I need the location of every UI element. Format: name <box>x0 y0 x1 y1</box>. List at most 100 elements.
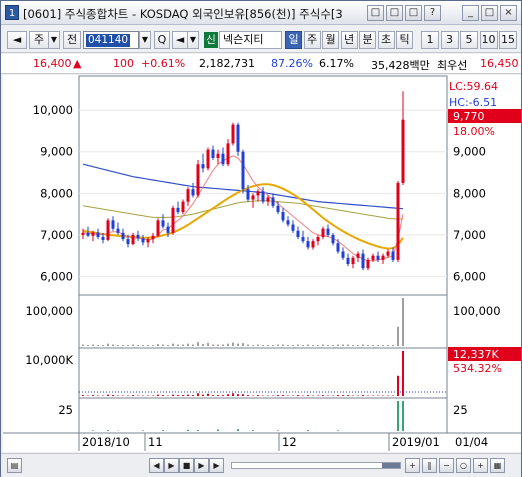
candle-body <box>376 255 380 260</box>
volume-bar <box>367 345 369 346</box>
volume-bar <box>142 345 144 346</box>
volume-bar <box>152 345 154 346</box>
amount-bar <box>307 395 309 396</box>
stock-name-field[interactable]: 넥슨지티 <box>219 31 282 49</box>
speaker-icon[interactable]: ◄ <box>172 31 188 49</box>
minimize-button[interactable]: _ <box>462 5 479 21</box>
foreign-bar <box>187 429 189 431</box>
candle-body <box>166 226 170 233</box>
period-tab-4[interactable]: 분 <box>359 31 376 49</box>
candle-body <box>146 239 150 243</box>
candle-body <box>331 234 335 244</box>
search-icon[interactable]: Q <box>154 31 170 49</box>
volume-bar <box>267 345 269 346</box>
stock-code-input[interactable]: 041140 <box>83 31 139 49</box>
volume-bar <box>392 345 394 346</box>
layout-icon[interactable]: □ <box>367 5 384 21</box>
scroll-end-button[interactable]: ▶ <box>209 458 224 473</box>
chart-scroll-track[interactable] <box>231 462 401 469</box>
period-tab-1[interactable]: 주 <box>303 31 321 49</box>
current-price-box <box>448 109 521 123</box>
window-number-badge: 1 <box>5 5 19 20</box>
stock-chart[interactable]: 10,000 9,000 8,000 7,000 6,000 9,000 8,000 7,00… <box>3 75 521 452</box>
candle-body <box>81 232 85 235</box>
volume-bar <box>222 344 224 346</box>
stop-button[interactable]: ■ <box>179 458 194 473</box>
period-tab-0[interactable]: 일 <box>285 31 302 49</box>
price-axis-label: 9,000 <box>40 145 73 159</box>
amount-bar <box>217 395 219 396</box>
volume-bar <box>397 326 399 346</box>
price-axis-label: 8,000 <box>40 186 73 200</box>
period-tab-5[interactable]: 초 <box>377 31 395 49</box>
volume-bar <box>227 343 229 346</box>
prev-stock-button[interactable]: ◄ <box>7 31 27 49</box>
volume-bar <box>377 345 379 346</box>
volume-bar <box>342 344 344 346</box>
candle-body <box>241 151 245 190</box>
trade-amount: 35,428백만 <box>371 59 430 72</box>
play-button[interactable]: ▶ <box>164 458 179 473</box>
interval-button-1[interactable]: 3 <box>440 31 459 49</box>
amount-bar <box>402 351 404 396</box>
foreign-bar <box>107 430 109 431</box>
volume-bar <box>312 345 314 346</box>
title-bar[interactable]: 1 [0601] 주식종합차트 - KOSDAQ 외국인보유[856(천)] 주… <box>1 1 521 25</box>
volume-bar <box>202 344 204 346</box>
menu-icon[interactable]: ▤ <box>7 458 22 473</box>
scroll-right-button[interactable]: ▶ <box>194 458 209 473</box>
scroll-left-button[interactable]: ◀ <box>149 458 164 473</box>
volume-bar <box>272 345 274 346</box>
best-ask-label: 최우선 <box>437 59 468 72</box>
candle-body <box>321 228 325 237</box>
copy-icon[interactable]: □ <box>386 5 403 21</box>
candle-body <box>251 195 255 200</box>
link-icon[interactable]: □ <box>405 5 422 21</box>
maximize-button[interactable]: □ <box>481 5 498 21</box>
volume-bar <box>167 345 169 346</box>
chart-scroll-thumb[interactable] <box>382 463 400 468</box>
foreign-bar <box>92 430 94 431</box>
grid-icon[interactable]: ▦ <box>490 458 505 473</box>
magnify-icon[interactable]: ○ <box>456 458 471 473</box>
zoom-in-button[interactable]: + <box>405 458 420 473</box>
volume-bar <box>232 342 234 346</box>
bar-icon[interactable]: ‖ <box>422 458 437 473</box>
zoom-out-button[interactable]: − <box>439 458 454 473</box>
close-button[interactable]: × <box>500 5 517 21</box>
jeon-button[interactable]: 전 <box>63 31 81 49</box>
volume-axis-right-label: 100,000 <box>453 304 501 318</box>
amount-box-label: 12,337K <box>453 348 499 361</box>
volume-bar <box>257 344 259 346</box>
interval-button-2[interactable]: 5 <box>460 31 478 49</box>
volume-bar <box>307 344 309 346</box>
candle-body <box>141 238 145 243</box>
interval-button-4[interactable]: 15 <box>499 31 517 49</box>
candle-body <box>311 241 315 248</box>
amount-panel <box>78 347 448 399</box>
interval-button-0[interactable]: 1 <box>421 31 439 49</box>
help-icon[interactable]: ? <box>424 5 441 21</box>
amount-bar <box>172 394 174 396</box>
code-dropdown-icon[interactable]: ▼ <box>139 31 151 49</box>
lc-label: LC:59.64 <box>449 80 498 93</box>
amount-bar <box>82 395 84 396</box>
amount-bar <box>342 395 344 396</box>
candle-body <box>231 124 235 144</box>
price-axis-label: 6,000 <box>40 270 73 284</box>
stock-type-arrow-icon[interactable]: ▼ <box>48 31 60 49</box>
stock-type-select[interactable]: 주 <box>29 31 49 49</box>
chart-canvas[interactable]: 10,000 9,000 8,000 7,000 6,000 9,000 8,000 7,00… <box>3 75 521 452</box>
amount-bar <box>347 395 349 396</box>
candle-body <box>111 220 115 229</box>
speaker-dropdown-icon[interactable]: ▼ <box>187 31 199 49</box>
period-tab-6[interactable]: 틱 <box>396 31 413 49</box>
amount-bar <box>177 395 179 396</box>
period-tab-3[interactable]: 년 <box>340 31 358 49</box>
crosshair-icon[interactable]: + <box>473 458 488 473</box>
volume-bar <box>157 344 159 346</box>
interval-button-3[interactable]: 10 <box>479 31 498 49</box>
current-price-label: 9,770 <box>453 110 485 123</box>
period-tab-2[interactable]: 월 <box>322 31 339 49</box>
amount-bar <box>297 395 299 396</box>
